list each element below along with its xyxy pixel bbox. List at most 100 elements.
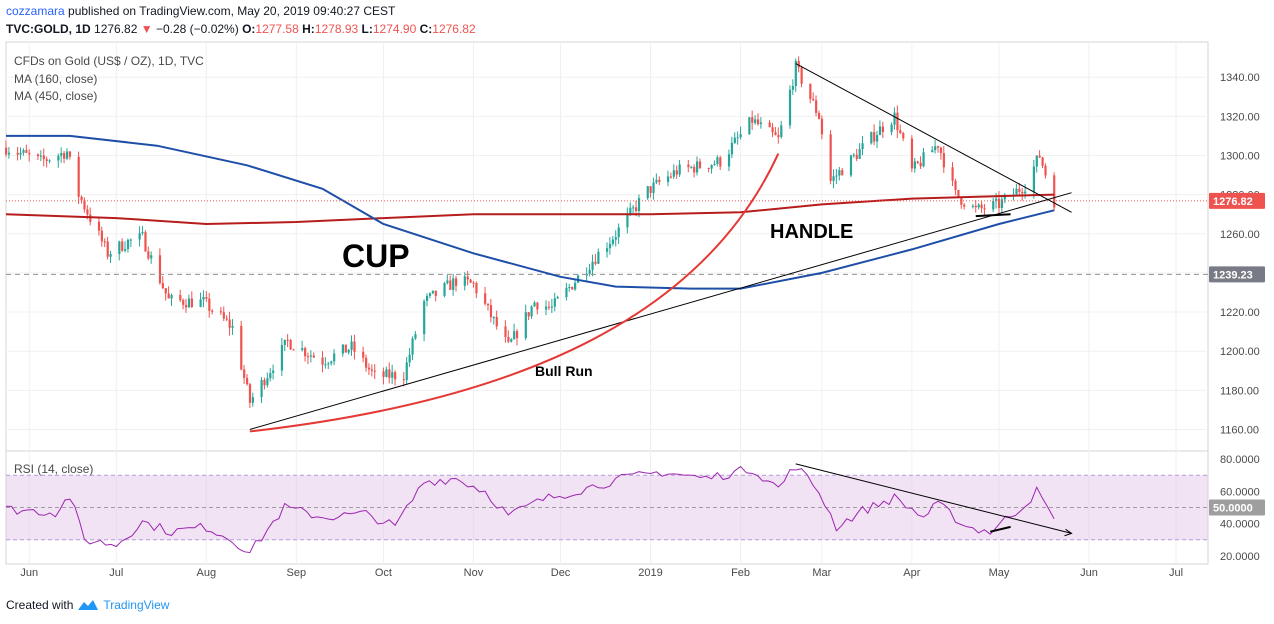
rising-trendline[interactable]	[249, 192, 1072, 430]
candle-body	[1053, 175, 1056, 208]
candle-body	[553, 298, 556, 307]
candle-body	[733, 137, 736, 143]
level-label-box	[1209, 266, 1265, 283]
candle-body	[185, 304, 188, 308]
high-value: 1278.93	[314, 22, 359, 36]
candle-body	[997, 198, 1001, 209]
candle-body	[164, 288, 167, 294]
candle-body	[931, 150, 934, 153]
rsi-legend[interactable]: RSI (14, close)	[14, 462, 94, 476]
rsi-band	[6, 475, 1208, 540]
arrow-head-icon	[1064, 528, 1073, 537]
rsi-last-label-box	[1209, 499, 1265, 516]
ma450-legend[interactable]: MA (450, close)	[14, 89, 98, 103]
candle-body	[820, 118, 824, 135]
candle-body	[161, 283, 164, 289]
rsi-divergence-line[interactable]	[990, 525, 1011, 533]
candle-body	[312, 355, 315, 358]
candle-body	[431, 290, 434, 294]
candle-body	[632, 207, 635, 209]
candle-body	[951, 167, 954, 181]
candle-body	[774, 132, 777, 136]
candle-body	[536, 302, 539, 310]
candle-body	[382, 371, 385, 377]
y-tick-label: 1320.00	[1220, 111, 1260, 123]
candle-body	[97, 221, 101, 231]
candle-body	[452, 278, 455, 290]
candle-body	[144, 232, 147, 252]
candle-body	[222, 312, 225, 319]
candle-body	[754, 119, 757, 123]
rsi-line	[5, 465, 1055, 554]
candle-body	[727, 154, 731, 167]
candle-body	[472, 282, 475, 284]
x-tick-label: Apr	[903, 567, 920, 579]
candle-body	[306, 356, 310, 358]
candle-body	[1041, 157, 1044, 166]
ma160-line	[5, 193, 1055, 226]
ma160-legend[interactable]: MA (160, close)	[14, 72, 98, 86]
author-name[interactable]: cozzamara	[6, 4, 65, 18]
price-change: −0.28 (−0.02%)	[155, 22, 239, 36]
candle-body	[124, 249, 127, 251]
handle-base-line[interactable]	[975, 213, 1011, 218]
candle-body	[655, 179, 658, 183]
candle-body	[568, 286, 571, 288]
candle-body	[1021, 191, 1024, 194]
candle-body	[126, 239, 130, 250]
candle-body	[533, 302, 536, 307]
candle-body	[698, 161, 702, 169]
candle-body	[428, 293, 432, 296]
candle-body	[713, 163, 716, 166]
candle-body	[858, 149, 861, 159]
candle-body	[103, 241, 106, 243]
candle-body	[1003, 194, 1006, 200]
falling-trendline[interactable]	[795, 63, 1072, 213]
candle-body	[768, 122, 771, 128]
candle-body	[777, 135, 780, 138]
candle-body	[1035, 155, 1038, 167]
candle-body	[890, 124, 893, 133]
candle-body	[365, 357, 368, 368]
candle-body	[321, 357, 324, 365]
candle-body	[141, 232, 144, 234]
candle-body	[243, 369, 246, 378]
candle-body	[556, 297, 559, 299]
candle-body	[408, 354, 411, 363]
candle-body	[109, 253, 112, 257]
y-tick-label: 1160.00	[1220, 424, 1259, 436]
published-text: published on TradingView.com, May 20, 20…	[68, 4, 396, 18]
candle-body	[861, 143, 864, 150]
candle-body	[22, 150, 25, 153]
candle-body	[910, 138, 914, 169]
candle-body	[245, 377, 249, 385]
y-tick-label: 1180.00	[1220, 385, 1259, 397]
y-tick-label: 1200.00	[1220, 346, 1260, 358]
candle-body	[942, 153, 945, 168]
candle-body	[39, 155, 43, 157]
candle-body	[28, 152, 31, 155]
candle-body	[286, 339, 289, 341]
candle-body	[687, 164, 690, 168]
candle-body	[228, 319, 231, 328]
candle-body	[150, 255, 153, 259]
candle-body	[658, 179, 661, 183]
candle-body	[693, 166, 696, 173]
candle-body	[129, 239, 133, 241]
candle-body	[57, 155, 60, 161]
rsi-tick-label: 60.0000	[1220, 486, 1260, 498]
candle-body	[455, 278, 458, 286]
candle-body	[637, 198, 641, 211]
candle-body	[219, 311, 223, 313]
candle-body	[190, 298, 194, 307]
cup-curve[interactable]	[249, 153, 780, 433]
candle-body	[591, 261, 594, 270]
close-label: C:	[419, 22, 433, 36]
candle-body	[344, 344, 347, 353]
candle-body	[402, 379, 405, 381]
candle-body	[449, 280, 452, 290]
candle-body	[771, 127, 774, 133]
rsi-falling-trendline[interactable]	[795, 463, 1072, 534]
tradingview-brand[interactable]: TradingView	[103, 598, 170, 612]
